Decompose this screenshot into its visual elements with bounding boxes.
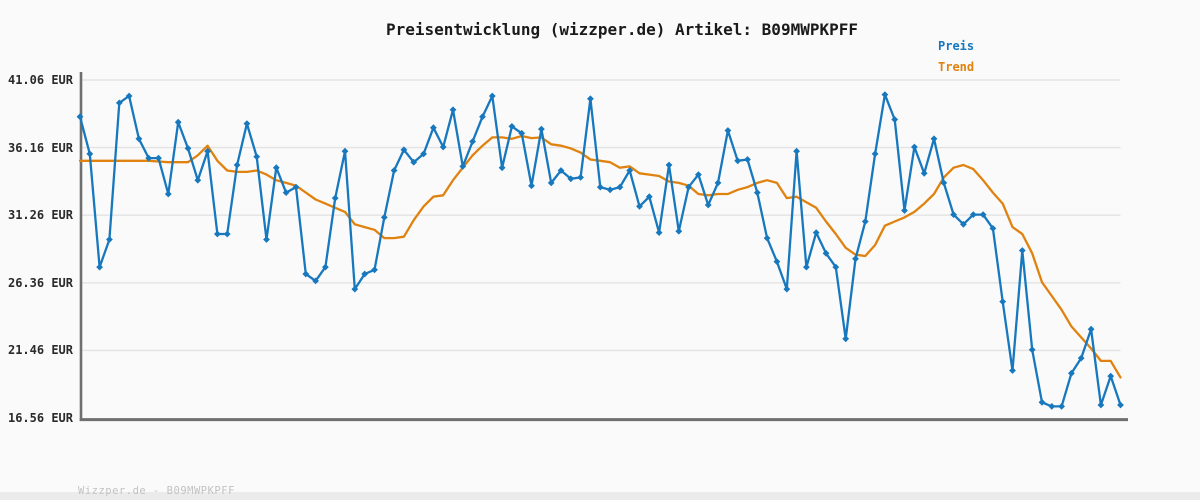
y-axis-label: 16.56 EUR (7, 411, 73, 425)
legend-item-preis: Preis (938, 39, 975, 53)
chart-legend: Preis Trend (938, 39, 974, 74)
footer-text: Wizzper.de - B09MWPKPFF (78, 485, 235, 497)
series-line-preis (78, 93, 1122, 408)
y-axis-label: 36.16 EUR (7, 140, 73, 155)
series-line-trend (78, 134, 1122, 379)
y-axis-label: 26.36 EUR (7, 275, 73, 290)
y-axis-label: 41.06 EUR (7, 73, 73, 87)
y-axis-label: 21.46 EUR (7, 343, 73, 358)
legend-item-trend: Trend (938, 60, 975, 74)
page-title: Preisentwicklung (wizzper.de) Artikel: B… (385, 20, 859, 39)
preis-point-markers (76, 91, 1124, 410)
y-axis-label: 31.26 EUR (7, 208, 73, 223)
footer-bar (0, 492, 1200, 500)
